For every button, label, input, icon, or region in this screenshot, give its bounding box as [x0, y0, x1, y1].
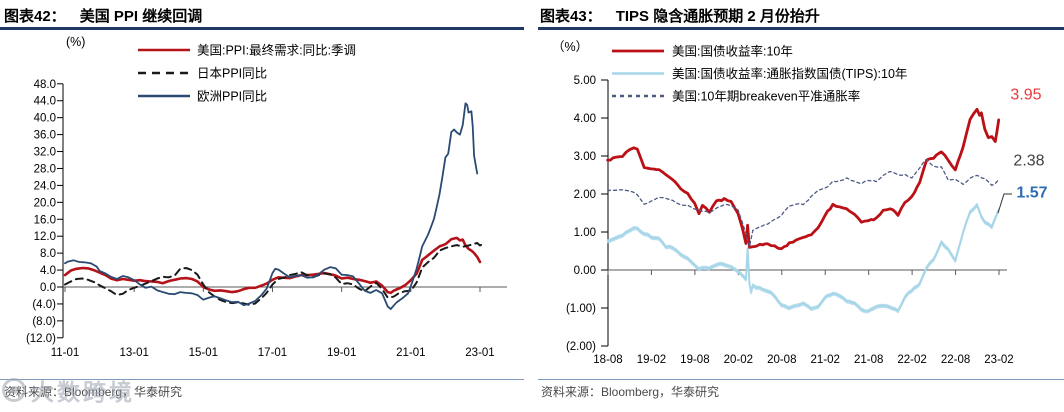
series-line-0 [606, 107, 1001, 251]
x-tick-label: 20-02 [724, 354, 753, 366]
left-chart-number: 图表42： [4, 8, 66, 25]
series-line-echo [607, 205, 1000, 314]
y-tick-label: 3.00 [574, 151, 596, 163]
x-tick-label: 22-02 [897, 354, 926, 366]
left-chart: 48.0 44.0 40.0 36.0 32.0 28.0 24.0 20.0 16.0 12.0… [26, 35, 507, 359]
right-footer-separator [538, 379, 1064, 380]
unit-label: (%) [66, 35, 85, 49]
annotation-1.57: 1.57 [1016, 185, 1047, 202]
y-tick-label: 0.0 [40, 282, 56, 294]
x-tick-label: 23-01 [465, 347, 494, 359]
annotation-3.95: 3.95 [1010, 87, 1041, 104]
y-tick-label: (1.00) [566, 303, 596, 315]
x-tick-label: 11-01 [51, 347, 80, 359]
y-tick-label: 44.0 [34, 96, 56, 108]
annotation-callout-line [997, 193, 1012, 214]
y-tick-label: 24.0 [34, 180, 56, 192]
series-line-2 [607, 158, 1000, 248]
x-tick-label: 19-08 [680, 354, 709, 366]
legend-label: 日本PPI同比 [197, 67, 267, 81]
y-tick-label: 36.0 [34, 130, 56, 142]
right-source-text: 资料来源：Bloomberg，华泰研究 [541, 385, 720, 399]
right-chart-title: 图表43： TIPS 隐含通胀预期 2 月份抬升 [540, 5, 820, 26]
y-tick-label: 0.00 [574, 265, 596, 277]
series-line-1 [606, 203, 1000, 313]
x-tick-label: 23-02 [984, 354, 1013, 366]
x-tick-label: 17-01 [258, 347, 287, 359]
y-tick-label: (4.0) [32, 299, 56, 311]
unit-label: （%） [552, 40, 588, 54]
x-tick-label: 21-02 [811, 354, 840, 366]
right-chart: 5.00 4.00 3.00 2.00 1.00 0.00 (1.00) (2.00)18-0… [552, 40, 1048, 366]
y-tick-label: 12.0 [34, 231, 56, 243]
x-tick-label: 19-02 [637, 354, 666, 366]
y-tick-label: 1.00 [574, 227, 596, 239]
legend-label: 欧洲PPI同比 [197, 90, 267, 104]
series-line-1 [64, 242, 483, 306]
legend-label: 美国:国债收益率:通胀指数国债(TIPS):10年 [672, 66, 907, 81]
annotation-2.38: 2.38 [1013, 153, 1044, 170]
y-tick-label: 8.0 [40, 248, 56, 260]
x-tick-label: 18-08 [593, 354, 622, 366]
y-tick-label: 40.0 [34, 113, 56, 125]
x-tick-label: 21-01 [396, 347, 425, 359]
y-tick-label: 5.00 [574, 75, 596, 87]
x-tick-label: 22-08 [941, 354, 970, 366]
y-tick-label: 48.0 [34, 79, 56, 91]
x-tick-label: 15-01 [189, 347, 218, 359]
legend-label: 美国:国债收益率:10年 [672, 44, 793, 59]
y-tick-label: 32.0 [34, 147, 56, 159]
y-tick-label: 20.0 [34, 197, 56, 209]
legend-label: 美国:PPI:最终需求:同比:季调 [197, 43, 356, 58]
y-tick-label: (2.00) [566, 341, 596, 353]
left-title-underline [0, 27, 524, 30]
series-line-echo [607, 202, 1000, 311]
y-tick-label: (8.0) [32, 316, 56, 328]
right-chart-title-text: TIPS 隐含通胀预期 2 月份抬升 [615, 8, 820, 25]
left-footer-separator [0, 379, 524, 380]
left-chart-title: 图表42： 美国 PPI 继续回调 [4, 5, 202, 26]
x-tick-label: 13-01 [119, 347, 148, 359]
y-tick-label: 2.00 [574, 189, 596, 201]
y-tick-label: 28.0 [34, 163, 56, 175]
legend-label: 美国:10年期breakeven平准通胀率 [672, 89, 860, 104]
left-chart-title-text: 美国 PPI 继续回调 [79, 8, 203, 25]
left-source-text: 资料来源：Bloomberg，华泰研究 [4, 385, 183, 399]
x-tick-label: 20-08 [767, 354, 796, 366]
y-tick-label: (12.0) [26, 333, 56, 345]
x-tick-label: 19-01 [327, 347, 356, 359]
y-tick-label: 16.0 [34, 214, 56, 226]
x-tick-label: 21-08 [854, 354, 883, 366]
y-tick-label: 4.00 [574, 113, 596, 125]
y-tick-label: 4.0 [40, 265, 56, 277]
right-chart-number: 图表43： [540, 8, 602, 25]
right-title-underline [538, 27, 1064, 30]
series-line-2 [64, 102, 479, 310]
